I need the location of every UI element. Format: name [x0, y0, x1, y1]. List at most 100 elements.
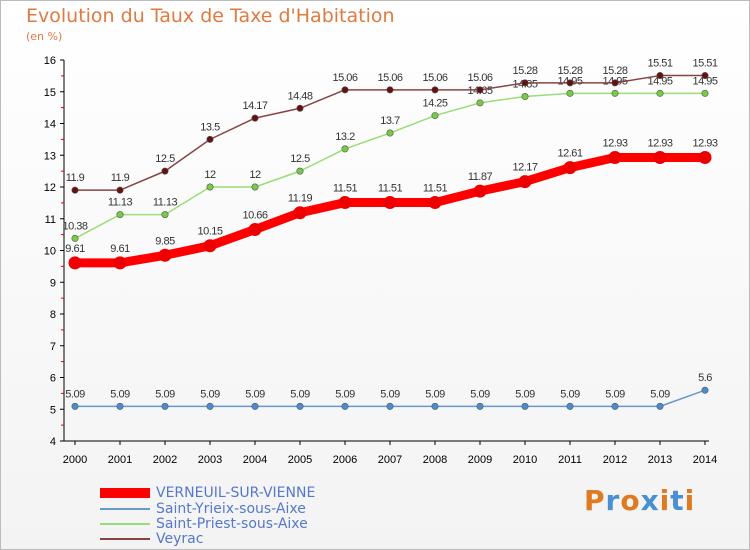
x-tick-label: 2014: [693, 454, 717, 466]
data-point-saint-priest-sous-aixe: [611, 89, 619, 97]
y-tick-label: 11: [45, 214, 56, 226]
legend-item: Saint-Priest-sous-Aixe: [100, 516, 308, 532]
legend-swatch: [100, 508, 150, 510]
y-tick-label: 16: [44, 55, 56, 67]
data-label-saint-priest-sous-aixe: 14.25: [422, 98, 447, 110]
data-label-veyrac: 14.17: [242, 100, 267, 112]
y-axis-unit-label: (en %): [26, 30, 63, 43]
x-tick-label: 2010: [513, 454, 537, 466]
data-point-saint-priest-sous-aixe: [431, 112, 439, 120]
data-label-saint-yrieix-sous-aixe: 5.09: [560, 388, 580, 400]
data-point-veyrac: [521, 79, 529, 87]
data-label-saint-yrieix-sous-aixe: 5.09: [65, 388, 85, 400]
data-point-verneuil-sur-vienne: [203, 239, 217, 253]
data-label-saint-yrieix-sous-aixe: 5.09: [335, 388, 355, 400]
data-label-saint-yrieix-sous-aixe: 5.09: [605, 388, 625, 400]
data-point-veyrac: [611, 79, 619, 87]
y-tick-label: 6: [50, 373, 56, 385]
data-point-saint-yrieix-sous-aixe: [611, 402, 619, 410]
data-label-saint-priest-sous-aixe: 11.13: [108, 197, 133, 209]
data-point-saint-priest-sous-aixe: [296, 167, 304, 175]
data-point-saint-priest-sous-aixe: [656, 89, 664, 97]
data-point-veyrac: [206, 135, 214, 143]
data-point-veyrac: [161, 167, 169, 175]
y-tick-label: 15: [44, 87, 56, 99]
data-point-saint-yrieix-sous-aixe: [431, 402, 439, 410]
data-label-veyrac: 13.5: [200, 121, 220, 133]
data-label-verneuil-sur-vienne: 11.51: [333, 183, 358, 195]
legend-label: Saint-Yrieix-sous-Aixe: [156, 501, 306, 517]
data-label-veyrac: 15.06: [377, 72, 402, 84]
data-point-saint-priest-sous-aixe: [206, 183, 214, 191]
x-tick-label: 2005: [288, 454, 312, 466]
data-point-verneuil-sur-vienne: [248, 223, 262, 237]
data-point-verneuil-sur-vienne: [383, 196, 397, 210]
data-point-veyrac: [701, 72, 709, 80]
y-tick-label: 10: [44, 246, 56, 258]
data-label-verneuil-sur-vienne: 11.51: [378, 183, 403, 195]
data-label-saint-priest-sous-aixe: 11.13: [153, 197, 178, 209]
x-tick-label: 2001: [108, 454, 132, 466]
data-label-saint-yrieix-sous-aixe: 5.09: [425, 388, 445, 400]
data-point-verneuil-sur-vienne: [698, 150, 712, 164]
data-label-veyrac: 11.9: [111, 172, 130, 184]
y-tick-label: 12: [44, 182, 56, 194]
y-tick-label: 4: [50, 436, 56, 448]
y-tick-label: 13: [44, 150, 56, 162]
data-label-verneuil-sur-vienne: 11.51: [423, 183, 448, 195]
data-point-veyrac: [476, 86, 484, 94]
data-label-saint-priest-sous-aixe: 10.38: [62, 220, 87, 232]
data-point-verneuil-sur-vienne: [158, 248, 172, 262]
data-label-veyrac: 12.5: [155, 153, 175, 165]
data-label-verneuil-sur-vienne: 12.93: [692, 137, 717, 149]
data-point-saint-priest-sous-aixe: [476, 99, 484, 107]
data-label-saint-priest-sous-aixe: 13.2: [335, 131, 355, 143]
x-tick-label: 2007: [378, 454, 402, 466]
data-label-veyrac: 15.28: [512, 65, 537, 77]
x-tick-label: 2004: [243, 454, 267, 466]
data-point-verneuil-sur-vienne: [473, 184, 487, 198]
data-point-saint-yrieix-sous-aixe: [116, 402, 124, 410]
data-label-saint-yrieix-sous-aixe: 5.09: [200, 388, 220, 400]
data-label-veyrac: 15.51: [692, 58, 717, 70]
data-point-veyrac: [296, 104, 304, 112]
data-point-verneuil-sur-vienne: [518, 175, 532, 189]
data-point-saint-yrieix-sous-aixe: [71, 402, 79, 410]
data-point-saint-yrieix-sous-aixe: [386, 402, 394, 410]
data-label-saint-priest-sous-aixe: 12: [249, 169, 261, 181]
data-label-veyrac: 15.06: [422, 72, 447, 84]
data-point-saint-yrieix-sous-aixe: [161, 402, 169, 410]
data-label-veyrac: 15.51: [647, 58, 672, 70]
data-label-veyrac: 15.28: [602, 65, 627, 77]
data-label-saint-priest-sous-aixe: 12.5: [290, 153, 310, 165]
x-tick-label: 2013: [648, 454, 672, 466]
data-point-veyrac: [116, 186, 124, 194]
data-point-verneuil-sur-vienne: [338, 196, 352, 210]
legend-item: Veyrac: [100, 531, 203, 547]
data-point-verneuil-sur-vienne: [653, 150, 667, 164]
data-label-saint-yrieix-sous-aixe: 5.09: [110, 388, 130, 400]
data-label-verneuil-sur-vienne: 9.61: [110, 243, 130, 255]
data-point-verneuil-sur-vienne: [293, 206, 307, 220]
data-point-saint-yrieix-sous-aixe: [701, 386, 709, 394]
data-point-saint-priest-sous-aixe: [251, 183, 259, 191]
chart-title: Evolution du Taux de Taxe d'Habitation: [26, 5, 395, 27]
data-point-saint-yrieix-sous-aixe: [206, 402, 214, 410]
x-tick-label: 2000: [63, 454, 87, 466]
legend-swatch: [100, 523, 150, 525]
legend-swatch: [100, 488, 150, 498]
y-tick-label: 14: [44, 119, 56, 131]
data-point-saint-priest-sous-aixe: [701, 89, 709, 97]
data-label-veyrac: 11.9: [66, 172, 85, 184]
y-tick-label: 8: [50, 309, 56, 321]
data-label-verneuil-sur-vienne: 10.66: [242, 210, 267, 222]
data-label-verneuil-sur-vienne: 12.93: [602, 137, 627, 149]
x-tick-label: 2002: [153, 454, 177, 466]
data-point-veyrac: [251, 114, 259, 122]
x-tick-label: 2011: [558, 454, 582, 466]
data-point-verneuil-sur-vienne: [608, 150, 622, 164]
data-label-saint-priest-sous-aixe: 14.95: [692, 75, 717, 87]
x-tick-label: 2003: [198, 454, 222, 466]
